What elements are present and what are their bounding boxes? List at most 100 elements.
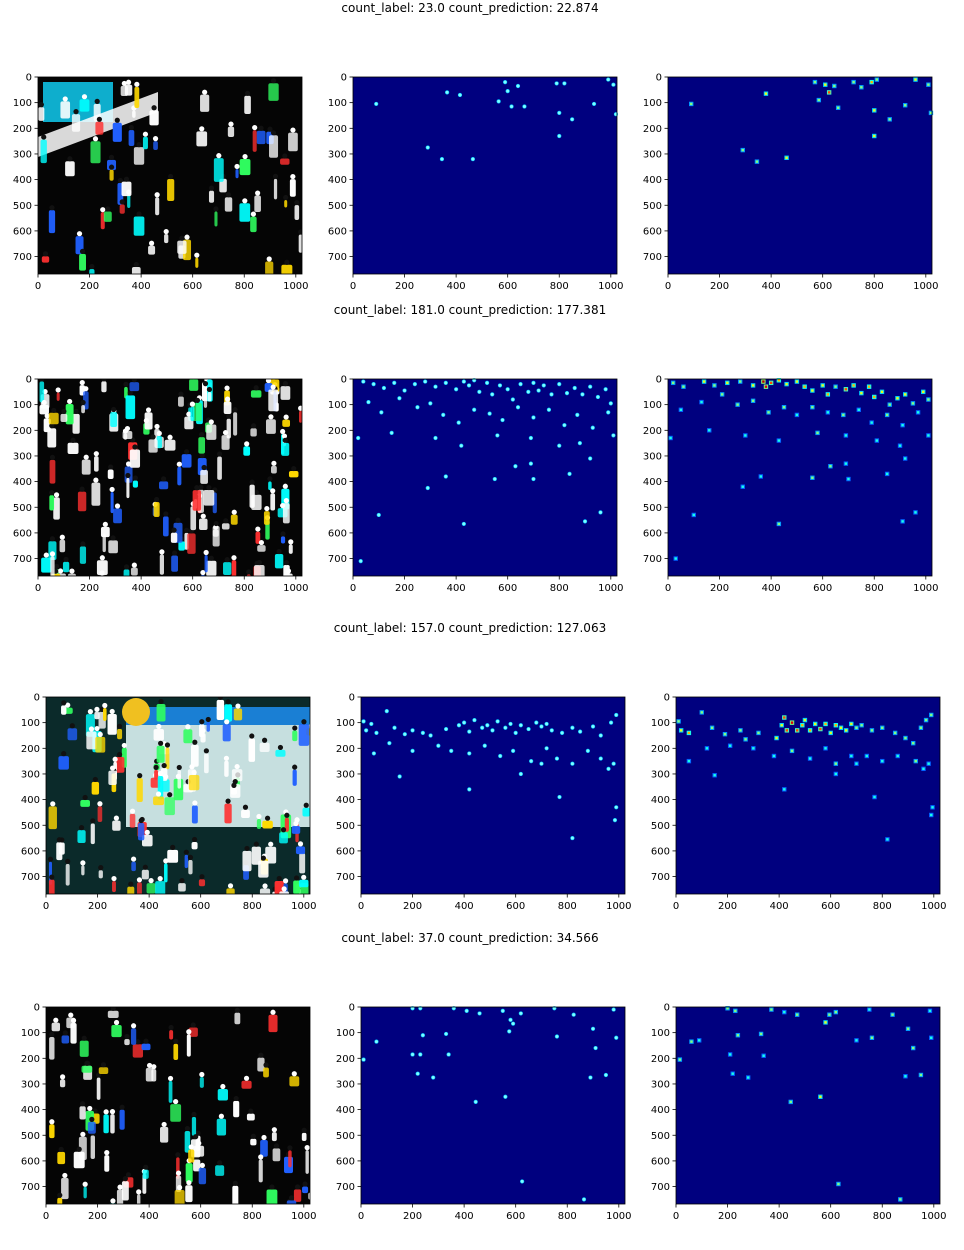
density-point-core bbox=[824, 1021, 827, 1024]
x-tick-label: 400 bbox=[132, 583, 151, 594]
y-tick-label: 200 bbox=[13, 124, 32, 135]
x-tick-label: 400 bbox=[762, 281, 781, 292]
y-tick-label: 300 bbox=[336, 769, 355, 780]
density-point bbox=[418, 1052, 423, 1057]
y-tick-label: 300 bbox=[651, 1079, 670, 1090]
density-point-core bbox=[930, 1036, 933, 1039]
y-tick-label: 300 bbox=[336, 1079, 355, 1090]
density-point bbox=[612, 818, 618, 823]
x-tick-label: 600 bbox=[191, 1211, 210, 1222]
y-tick-label: 700 bbox=[13, 252, 32, 263]
density-point-core bbox=[738, 380, 742, 383]
density-point-core bbox=[928, 1009, 932, 1013]
x-tick-label: 800 bbox=[550, 281, 569, 292]
density-point bbox=[443, 1031, 449, 1037]
density-point-core bbox=[739, 729, 742, 732]
y-tick-label: 700 bbox=[328, 554, 347, 565]
density-point-core bbox=[801, 724, 804, 727]
density-point bbox=[371, 751, 376, 756]
density-point-core bbox=[741, 485, 744, 488]
density-point bbox=[614, 712, 619, 718]
density-point bbox=[591, 101, 597, 107]
x-tick-label: 1000 bbox=[598, 281, 623, 292]
y-tick-label: 100 bbox=[336, 1028, 355, 1039]
density-point-core bbox=[870, 80, 873, 84]
density-point-core bbox=[811, 476, 814, 479]
density-point bbox=[503, 80, 508, 85]
x-tick-label: 1000 bbox=[606, 901, 631, 912]
y-tick-label: 400 bbox=[13, 477, 32, 488]
predicted-density-panel: 0 200 400 600 800 1000 0 100 200 300 400 500 600 700 bbox=[643, 73, 939, 293]
density-point bbox=[456, 723, 462, 728]
density-point bbox=[477, 1011, 482, 1016]
y-tick-label: 0 bbox=[656, 375, 662, 386]
density-point-core bbox=[678, 1058, 682, 1061]
density-point bbox=[381, 385, 387, 391]
density-point-core bbox=[821, 384, 824, 387]
x-tick-label: 200 bbox=[80, 281, 99, 292]
density-point bbox=[445, 90, 450, 95]
y-tick-label: 300 bbox=[328, 451, 347, 462]
density-point bbox=[590, 1026, 596, 1031]
density-point bbox=[503, 725, 508, 730]
density-point-core bbox=[833, 84, 836, 88]
predicted-density-panel: 0 200 400 600 800 1000 0 100 200 300 400 500 600 700 bbox=[651, 693, 947, 913]
density-point bbox=[374, 101, 379, 107]
density-point bbox=[603, 387, 608, 392]
density-point bbox=[425, 145, 430, 150]
density-point-core bbox=[888, 403, 891, 406]
y-tick-label: 600 bbox=[328, 226, 347, 237]
density-point-core bbox=[817, 98, 821, 102]
density-point-core bbox=[927, 398, 930, 401]
input-image-panel: 0 200 400 600 800 1000 0 100 200 300 400 500 600 700 bbox=[13, 375, 309, 595]
density-point-core bbox=[880, 390, 884, 394]
y-tick-label: 400 bbox=[651, 1105, 670, 1116]
density-point-core bbox=[746, 1076, 750, 1079]
density-point bbox=[606, 766, 611, 771]
density-point-core bbox=[855, 726, 858, 729]
density-point-core bbox=[893, 731, 897, 735]
density-point bbox=[389, 430, 394, 435]
density-point bbox=[376, 512, 381, 518]
density-point-core bbox=[736, 1034, 740, 1037]
density-point-core bbox=[723, 732, 727, 736]
density-background bbox=[353, 379, 617, 576]
y-tick-label: 100 bbox=[643, 98, 662, 109]
density-point-core bbox=[726, 381, 729, 385]
density-point bbox=[608, 401, 613, 406]
y-tick-label: 0 bbox=[34, 693, 40, 704]
y-tick-label: 300 bbox=[651, 769, 670, 780]
density-point-core bbox=[692, 513, 695, 517]
axes-frame bbox=[360, 1006, 626, 1205]
density-point bbox=[588, 384, 593, 389]
crowd-image bbox=[38, 379, 302, 576]
density-point-core bbox=[901, 520, 904, 523]
density-point-core bbox=[911, 1046, 915, 1050]
density-point-core bbox=[903, 457, 907, 460]
density-point-core bbox=[808, 729, 812, 732]
density-point bbox=[454, 387, 459, 392]
density-point bbox=[503, 1094, 508, 1099]
density-point-core bbox=[770, 1008, 773, 1011]
axes-frame bbox=[352, 378, 618, 577]
density-point-core bbox=[914, 78, 917, 81]
x-tick-label: 1000 bbox=[606, 1211, 631, 1222]
density-point-core bbox=[790, 721, 794, 724]
x-tick-label: 0 bbox=[665, 281, 671, 292]
density-point-core bbox=[903, 393, 907, 396]
density-point-core bbox=[690, 1040, 693, 1043]
density-point bbox=[513, 730, 518, 736]
density-point bbox=[470, 156, 475, 162]
y-tick-label: 600 bbox=[13, 226, 32, 237]
density-point-core bbox=[671, 381, 675, 385]
density-point bbox=[466, 383, 472, 388]
y-tick-label: 700 bbox=[651, 1182, 670, 1193]
x-tick-label: 600 bbox=[813, 583, 832, 594]
axes-frame bbox=[45, 696, 311, 895]
density-point bbox=[485, 723, 490, 728]
x-tick-label: 600 bbox=[498, 281, 517, 292]
density-point-core bbox=[828, 1013, 831, 1016]
density-point bbox=[590, 425, 595, 430]
x-tick-label: 1000 bbox=[283, 281, 308, 292]
x-tick-label: 600 bbox=[821, 1211, 840, 1222]
